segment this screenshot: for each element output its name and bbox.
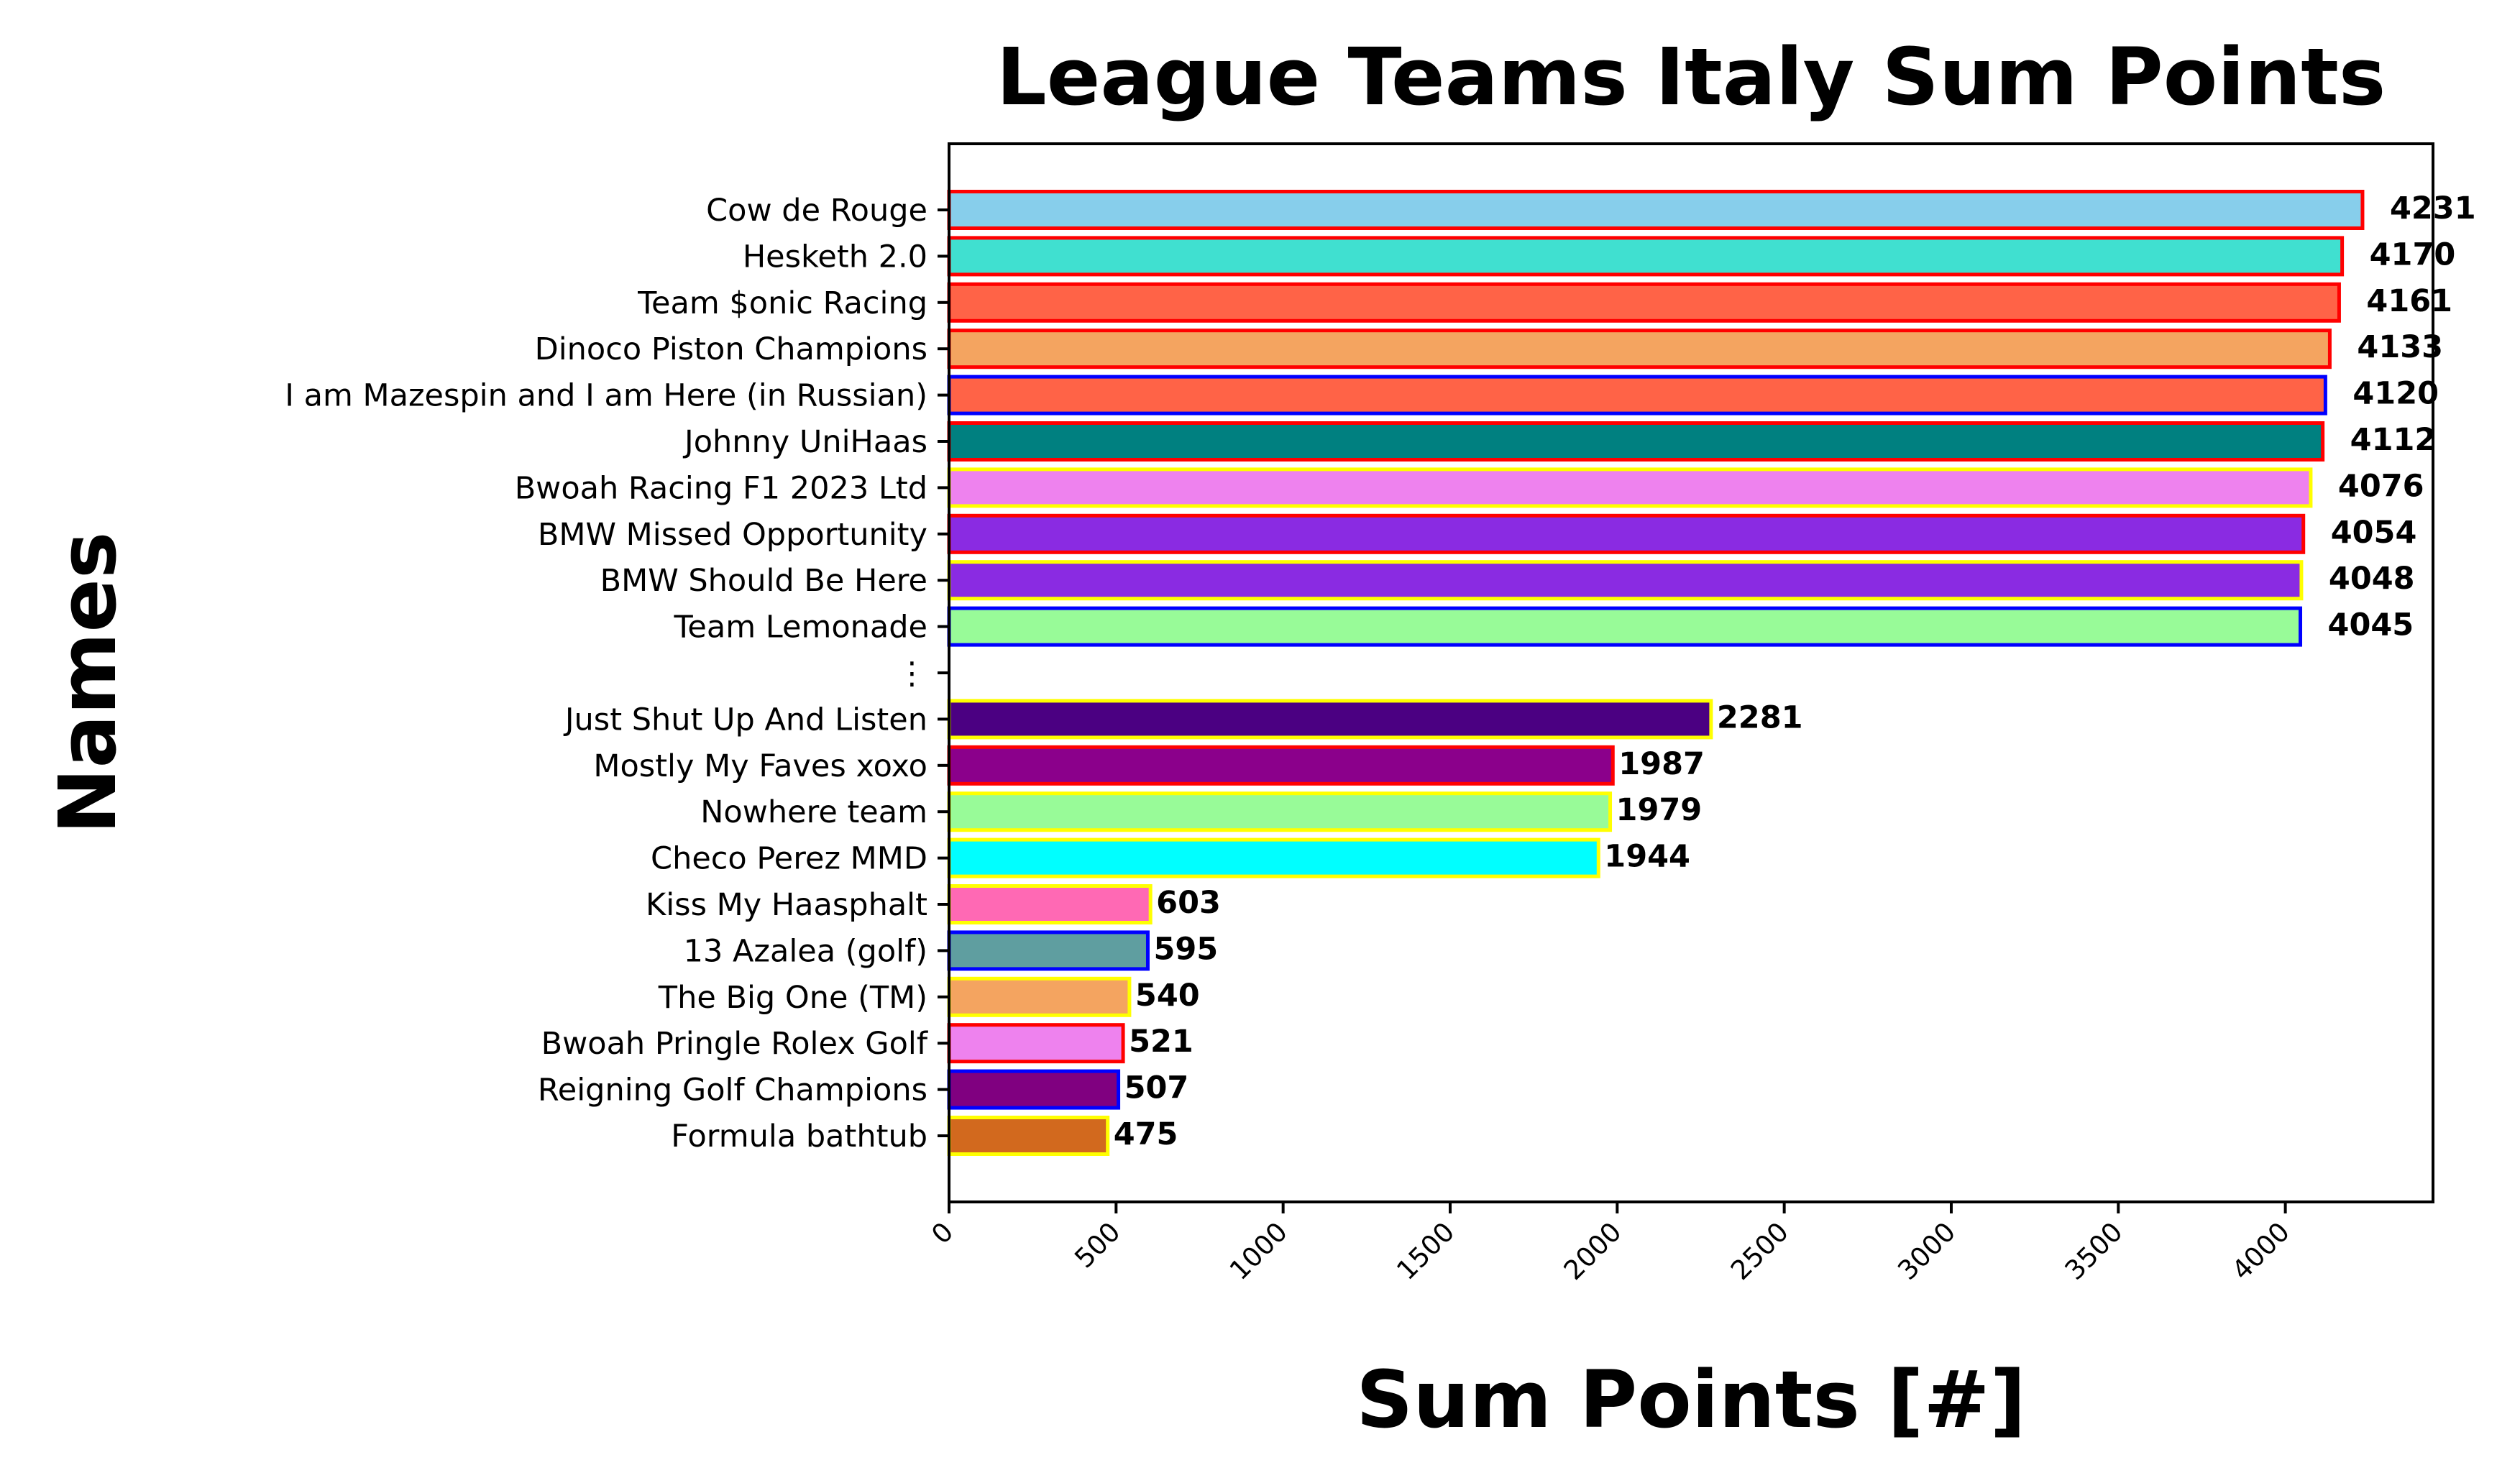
chart-title: League Teams Italy Sum Points [996, 31, 2386, 123]
bar [947, 930, 1150, 971]
y-tick-label: Bwoah Pringle Rolex Golf [541, 1026, 928, 1062]
data-label: 4133 [2357, 329, 2443, 365]
y-tick-label: BMW Should Be Here [600, 563, 927, 599]
y-tick-label: Johnny UniHaas [682, 424, 927, 460]
bar [947, 190, 2365, 230]
bar [947, 791, 1613, 832]
plot-frame [948, 142, 2434, 1203]
x-tick-label: 1500 [1390, 1216, 1460, 1286]
y-tick-label: The Big One (TM) [658, 980, 927, 1016]
bar [947, 745, 1615, 786]
data-label: 4045 [2328, 607, 2414, 643]
x-tick-label: 2000 [1558, 1216, 1628, 1286]
x-tick-label: 0 [925, 1216, 959, 1250]
bar [947, 467, 2313, 508]
data-label: 4112 [2350, 422, 2437, 458]
x-tick-label: 3500 [2059, 1216, 2129, 1286]
data-label: 475 [1114, 1116, 1178, 1152]
data-label: 507 [1124, 1070, 1189, 1106]
y-tick-label: Team Lemonade [673, 610, 927, 646]
x-tick-label: 500 [1068, 1216, 1126, 1274]
y-tick-label: Hesketh 2.0 [743, 239, 927, 275]
data-label: 1987 [1618, 746, 1705, 782]
bar [947, 1069, 1121, 1110]
bar [947, 282, 2341, 323]
data-label: 521 [1129, 1024, 1193, 1060]
bar [947, 1023, 1125, 1064]
y-tick-label: Just Shut Up And Listen [563, 702, 927, 738]
data-label: 603 [1156, 885, 1221, 921]
y-tick-label: Dinoco Piston Champions [535, 331, 927, 367]
y-tick-label: Kiss My Haasphalt [646, 887, 927, 923]
y-tick-label: I am Mazespin and I am Here (in Russian) [285, 378, 927, 414]
y-tick-label: Team $onic Racing [637, 285, 927, 321]
y-axis-label: Names [42, 532, 134, 835]
y-tick-label: Cow de Rouge [706, 193, 927, 229]
bar [947, 837, 1600, 878]
x-ticks-layer: 0 500 1000 1500 2000 2500 3000 3500 4000 [925, 1202, 2296, 1286]
y-tick-label: Checo Perez MMD [651, 841, 927, 877]
y-tick-label: Formula bathtub [671, 1119, 927, 1154]
data-label: 540 [1135, 978, 1200, 1014]
data-label: 4120 [2352, 376, 2439, 412]
y-tick-label: Bwoah Racing F1 2023 Ltd [515, 470, 927, 506]
bar [947, 976, 1132, 1017]
bar [947, 699, 1713, 740]
bar [947, 329, 2332, 369]
data-label: 2281 [1717, 699, 1803, 735]
data-label: 1979 [1616, 792, 1703, 828]
y-ticks-layer: Cow de Rouge Hesketh 2.0 Team $onic Racing… [285, 193, 949, 1154]
x-tick-label: 3000 [1892, 1216, 1961, 1286]
data-label: 4076 [2338, 468, 2424, 504]
data-label: 1944 [1604, 839, 1690, 875]
bar [947, 560, 2304, 601]
value-labels-layer: 4231417041614133412041124076405440484045… [1114, 190, 2476, 1152]
bar [947, 421, 2325, 462]
bar [947, 513, 2306, 554]
bar [947, 236, 2345, 277]
data-label: 595 [1153, 931, 1218, 967]
x-axis-label: Sum Points [#] [1356, 1354, 2026, 1446]
data-label: 4048 [2329, 561, 2415, 597]
y-tick-label: Nowhere team [700, 794, 927, 830]
bar [947, 375, 2327, 415]
y-tick-label: Reigning Golf Champions [538, 1073, 927, 1108]
data-label: 4161 [2366, 283, 2452, 319]
bar [947, 884, 1153, 924]
y-tick-label: BMW Missed Opportunity [538, 517, 927, 553]
bar [947, 1116, 1110, 1156]
x-tick-label: 1000 [1224, 1216, 1293, 1286]
bars-layer [947, 190, 2365, 1156]
y-tick-label: ⋮ [897, 656, 927, 692]
x-tick-label: 4000 [2226, 1216, 2296, 1286]
data-label: 4054 [2331, 515, 2417, 551]
y-tick-label: 13 Azalea (golf) [684, 933, 927, 969]
bar [947, 606, 2303, 647]
y-tick-label: Mostly My Faves xoxo [593, 748, 927, 784]
data-label: 4170 [2370, 237, 2456, 272]
x-tick-label: 2500 [1725, 1216, 1795, 1286]
